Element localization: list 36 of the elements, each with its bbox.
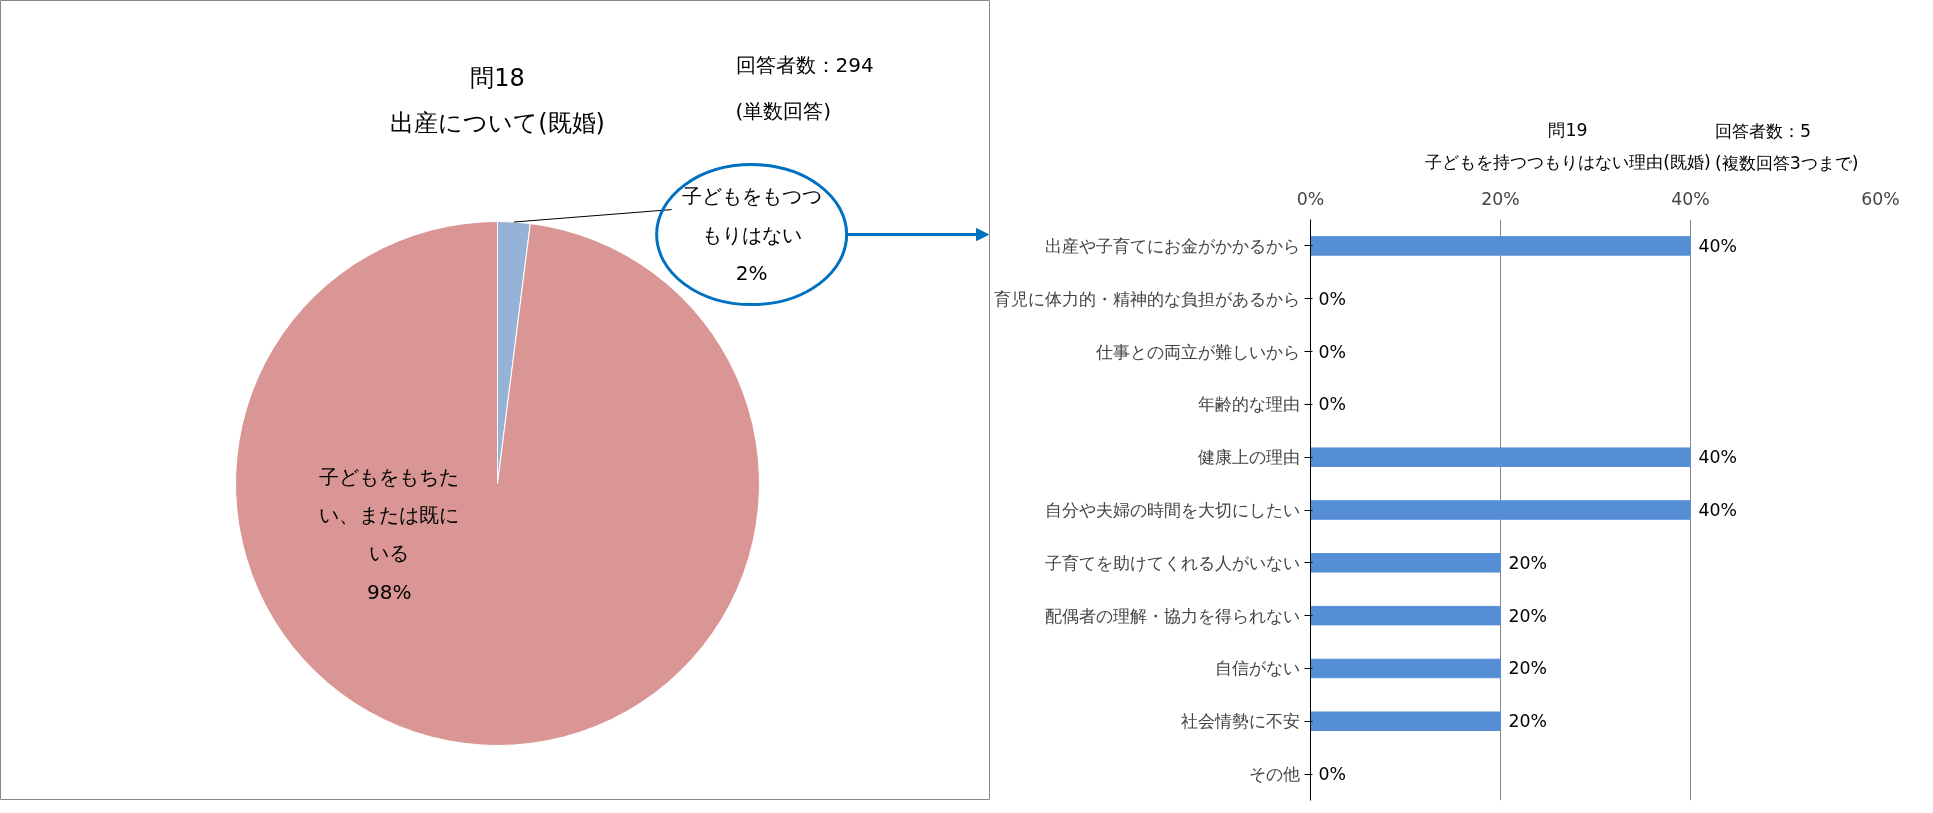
- text: 回答者数：5: [1715, 120, 1812, 141]
- y-tick-label: 育児に体力的・精神的な負担があるから: [993, 288, 1300, 309]
- x-tick-label: 0%: [1296, 188, 1325, 209]
- data-label: 0%: [1318, 288, 1346, 309]
- y-tick-label: 自分や夫婦の時間を大切にしたい: [1044, 500, 1300, 520]
- y-tick-label: 年齢的な理由: [1197, 394, 1300, 415]
- y-tick-label: 健康上の理由: [1197, 447, 1300, 468]
- x-tick-label: 60%: [1861, 188, 1900, 209]
- chart-title: 問19 子どもを持つつもりはない理由(既婚): [1425, 119, 1711, 172]
- x-tick-label: 40%: [1671, 188, 1710, 209]
- text: 回答者数：294: [735, 52, 874, 77]
- data-label: 40%: [1698, 500, 1738, 520]
- chart-title: 問18 出産について(既婚): [390, 64, 605, 137]
- y-tick-label: 自信がない: [1214, 658, 1300, 679]
- data-label: 0%: [1318, 341, 1346, 362]
- slice-label: 子どもをもちたい、または既にいる: [319, 464, 460, 566]
- slice-label: 子どもをもつつもりはない: [681, 184, 822, 247]
- data-label: 2%: [735, 261, 768, 285]
- y-tick-label: 出産や子育てにお金がかかるから: [1044, 235, 1300, 256]
- y-tick-label: 社会情勢に不安: [1180, 711, 1300, 732]
- text: (単数回答): [735, 98, 832, 123]
- y-tick-label: 仕事との両立が難しいから: [1094, 341, 1300, 362]
- data-label: 40%: [1698, 235, 1738, 256]
- y-tick-label: 配偶者の理解・協力を得られない: [1044, 605, 1300, 626]
- data-label: 20%: [1508, 711, 1548, 732]
- data-label: 40%: [1698, 447, 1738, 468]
- data-label: 20%: [1508, 605, 1548, 626]
- data-label: 98%: [367, 579, 412, 604]
- text: (複数回答3つまで): [1715, 152, 1859, 173]
- x-tick-label: 20%: [1481, 188, 1520, 209]
- data-label: 0%: [1318, 394, 1346, 415]
- data-label: 20%: [1508, 552, 1548, 573]
- data-label: 20%: [1508, 658, 1548, 679]
- y-tick-label: その他: [1248, 764, 1300, 785]
- data-label: 0%: [1318, 764, 1346, 785]
- y-tick-label: 子育てを助けてくれる人がいない: [1044, 552, 1300, 573]
